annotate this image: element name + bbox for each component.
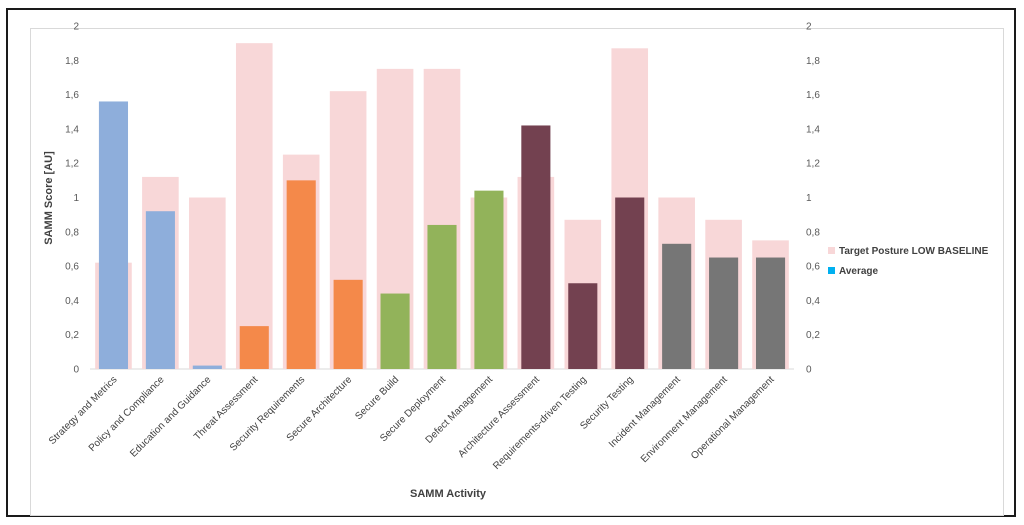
x-axis-title: SAMM Activity — [410, 488, 487, 500]
average-bar-3 — [239, 326, 269, 369]
y-tick-left-5: 1 — [73, 193, 79, 204]
y-tick-right-10: 2 — [806, 22, 812, 33]
average-bar-1 — [145, 211, 175, 369]
y-tick-left-3: 0,6 — [65, 262, 79, 273]
y-tick-left-10: 2 — [73, 22, 79, 33]
y-tick-right-0: 0 — [806, 365, 812, 376]
y-tick-left-2: 0,4 — [65, 296, 79, 307]
category-label-9: Architecture Assessment — [456, 374, 542, 460]
legend-label-average: Average — [839, 266, 879, 277]
chart-area-border — [30, 28, 1004, 516]
average-bar-0 — [98, 101, 129, 370]
y-tick-right-6: 1,2 — [806, 159, 820, 170]
y-tick-right-8: 1,6 — [806, 90, 820, 101]
average-bar-6 — [380, 293, 410, 369]
y-tick-right-4: 0,8 — [806, 227, 820, 238]
y-tick-left-8: 1,6 — [65, 90, 79, 101]
y-tick-left-0: 0 — [73, 365, 79, 376]
y-tick-right-1: 0,2 — [806, 330, 820, 341]
average-bar-14 — [755, 257, 786, 369]
y-tick-left-9: 1,8 — [65, 56, 79, 67]
y-axis-right-ticks: 0 0,2 0,4 0,6 0,8 1 1,2 1,4 1,6 1,8 2 — [806, 22, 820, 376]
y-axis-left-ticks: 0 0,2 0,4 0,6 0,8 1 1,2 1,4 1,6 1,8 2 — [65, 22, 79, 376]
average-bars — [98, 101, 786, 370]
y-axis-title: SAMM Score [AU] — [43, 151, 55, 245]
average-bar-8 — [474, 190, 504, 369]
average-bar-7 — [427, 224, 457, 369]
average-bar-13 — [709, 257, 739, 369]
average-bar-11 — [615, 197, 645, 369]
average-bar-2 — [192, 365, 222, 369]
y-tick-left-7: 1,4 — [65, 124, 79, 135]
y-tick-left-6: 1,2 — [65, 159, 79, 170]
average-bar-9 — [521, 125, 551, 369]
y-tick-right-5: 1 — [806, 193, 812, 204]
average-bar-10 — [568, 283, 598, 369]
y-tick-right-9: 1,8 — [806, 56, 820, 67]
y-tick-left-1: 0,2 — [65, 330, 79, 341]
average-bar-4 — [286, 180, 316, 369]
category-label-13: Environment Management — [639, 374, 730, 465]
average-bar-12 — [662, 243, 692, 369]
y-tick-left-4: 0,8 — [65, 227, 79, 238]
target-bar-3 — [235, 43, 273, 370]
category-label-6: Secure Build — [353, 374, 401, 422]
legend-swatch-target — [828, 247, 835, 254]
target-bar-2 — [189, 197, 226, 369]
category-label-10: Requirements-driven Testing — [491, 374, 589, 472]
y-tick-right-2: 0,4 — [806, 296, 820, 307]
average-bar-5 — [333, 279, 363, 369]
legend: Target Posture LOW BASELINE Average — [828, 246, 989, 277]
category-label-2: Education and Guidance — [128, 374, 214, 460]
legend-swatch-average — [828, 267, 835, 274]
y-tick-right-7: 1,4 — [806, 124, 820, 135]
category-label-14: Operational Management — [689, 374, 777, 462]
legend-label-target: Target Posture LOW BASELINE — [839, 246, 989, 257]
y-tick-right-3: 0,6 — [806, 262, 820, 273]
